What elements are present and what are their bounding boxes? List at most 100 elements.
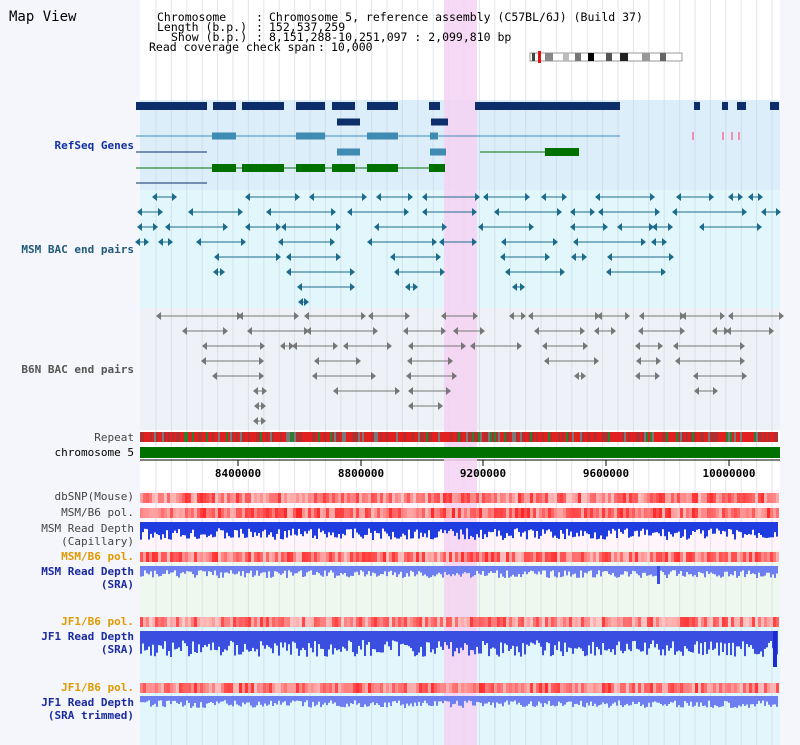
msm-b6-pol-cell (608, 508, 611, 518)
jf1-b6-pol-cell (476, 617, 479, 627)
jf1-b6-pol-cell (422, 617, 425, 627)
msm-b6-pol-cell (317, 508, 320, 518)
jf1-depth-trim-bar (606, 696, 608, 704)
repeat-segment (710, 432, 712, 442)
dbsnp-cell (197, 493, 200, 503)
dbsnp-cell (581, 493, 584, 503)
track-label-msm-b6-pol[interactable]: MSM/B6 pol. (61, 506, 134, 519)
jf1-b6-pol-cell (773, 617, 776, 627)
jf1-depth-trim-bar (284, 696, 286, 702)
track-label-jf1-depth[interactable]: JF1 Read Depth (41, 630, 134, 643)
msm-depth-sra-bar (714, 566, 716, 575)
dbsnp-cell (296, 493, 299, 503)
repeat-segment (320, 432, 322, 442)
msm-b6-pol-sra-cell (317, 552, 320, 562)
msm-depth-cap-bar (252, 522, 254, 538)
jf1-depth-trim-bar (152, 696, 154, 706)
jf1-b6-pol-trim-cell (164, 683, 167, 693)
jf1-depth-trim-bar (530, 696, 532, 702)
msm-depth-sra-bar (524, 566, 526, 572)
msm-depth-cap-bar (664, 522, 666, 537)
dbsnp-cell (560, 493, 563, 503)
repeat-segment (768, 432, 770, 442)
header-length-value: 152,537,259 (269, 20, 346, 34)
msm-b6-pol-cell (242, 508, 245, 518)
jf1-depth-bar (158, 631, 160, 646)
repeat-segment (478, 432, 480, 442)
jf1-depth-bar (486, 631, 488, 644)
dbsnp-cell (398, 493, 401, 503)
repeat-segment (648, 432, 650, 442)
msm-depth-cap-bar (230, 522, 232, 538)
jf1-depth-trim-bar (146, 696, 148, 702)
jf1-depth-bar (236, 631, 238, 645)
msm-b6-pol-sra-cell (473, 552, 476, 562)
track-label-jf1-b6-pol-trim[interactable]: JF1/B6 pol. (61, 681, 134, 694)
jf1-b6-pol-cell (179, 617, 182, 627)
repeat-segment (168, 432, 170, 442)
dbsnp-cell (332, 493, 335, 503)
jf1-depth-bar (374, 631, 376, 650)
msm-depth-cap-bar (560, 522, 562, 530)
jf1-b6-pol-trim-cell (329, 683, 332, 693)
b6n-bac-pair-end (333, 342, 338, 350)
jf1-depth-bar (482, 631, 484, 641)
repeat-track[interactable] (140, 432, 778, 442)
msm-depth-cap-bar (744, 522, 746, 535)
jf1-depth-bar (718, 631, 720, 656)
msm-depth-cap-bar (544, 522, 546, 534)
jf1-depth-bar (506, 631, 508, 645)
jf1-depth-bar (322, 631, 324, 649)
track-label-msm-depth-cap[interactable]: MSM Read Depth (41, 522, 134, 535)
dbsnp-cell (449, 493, 452, 503)
msm-depth-sra-bar (630, 566, 632, 575)
msm-b6-pol-cell (203, 508, 206, 518)
msm-depth-cap-bar (164, 522, 166, 538)
jf1-b6-pol-trim-cell (257, 683, 260, 693)
track-label-chromosome[interactable]: chromosome 5 (54, 446, 134, 459)
msm-b6-pol-cell (701, 508, 704, 518)
repeat-segment (308, 432, 310, 442)
msm-depth-sra-bar (300, 566, 302, 571)
track-label-refseq[interactable]: RefSeq Genes (54, 139, 134, 152)
msm-depth-cap-bar (586, 522, 588, 534)
dbsnp-cell (368, 493, 371, 503)
jf1-depth-trim-bar (236, 696, 238, 705)
b6n-bac-pair-end (259, 357, 264, 365)
msm-b6-pol-sra-cell (449, 552, 452, 562)
msm-b6-pol-sra-cell (728, 552, 731, 562)
jf1-b6-pol-cell (407, 617, 410, 627)
track-label-msm-b6-pol-sra[interactable]: MSM/B6 pol. (61, 550, 134, 563)
msm-bac-pair-end (439, 238, 444, 246)
msm-b6-pol-cell (455, 508, 458, 518)
msm-depth-sra-bar (618, 566, 620, 577)
msm-b6-pol-sra-cell (356, 552, 359, 562)
track-label-jf1-depth-trim[interactable]: JF1 Read Depth (41, 696, 134, 709)
msm-depth-sra-bar (184, 566, 186, 574)
jf1-depth-bar (458, 631, 460, 654)
track-label-msm-bac[interactable]: MSM BAC end pairs (21, 243, 134, 256)
jf1-b6-pol-trim-cell (731, 683, 734, 693)
track-label-b6n-bac[interactable]: B6N BAC end pairs (21, 363, 134, 376)
jf1-b6-pol-trim-cell (221, 683, 224, 693)
track-label-msm-depth-sra[interactable]: MSM Read Depth (41, 565, 134, 578)
jf1-b6-pol-trim-cell (530, 683, 533, 693)
dbsnp-cell (203, 493, 206, 503)
msm-depth-sra-bar (654, 566, 656, 576)
track-label-jf1-b6-pol[interactable]: JF1/B6 pol. (61, 615, 134, 628)
msm-b6-pol-cell (560, 508, 563, 518)
jf1-b6-pol-trim-cell (179, 683, 182, 693)
track-label-repeat[interactable]: Repeat (94, 431, 134, 444)
jf1-depth-bar (360, 631, 362, 650)
jf1-depth-bar (540, 631, 542, 647)
jf1-b6-pol-cell (227, 617, 230, 627)
jf1-depth-trim-bar (546, 696, 548, 705)
track-label-msm-depth-cap-sub: (Capillary) (61, 535, 134, 548)
track-label-dbsnp[interactable]: dbSNP(Mouse) (54, 490, 134, 503)
repeat-segment (714, 432, 716, 442)
msm-depth-sra-bar (168, 566, 170, 575)
jf1-b6-pol-cell (731, 617, 734, 627)
msm-b6-pol-sra-cell (371, 552, 374, 562)
dbsnp-cell (494, 493, 497, 503)
